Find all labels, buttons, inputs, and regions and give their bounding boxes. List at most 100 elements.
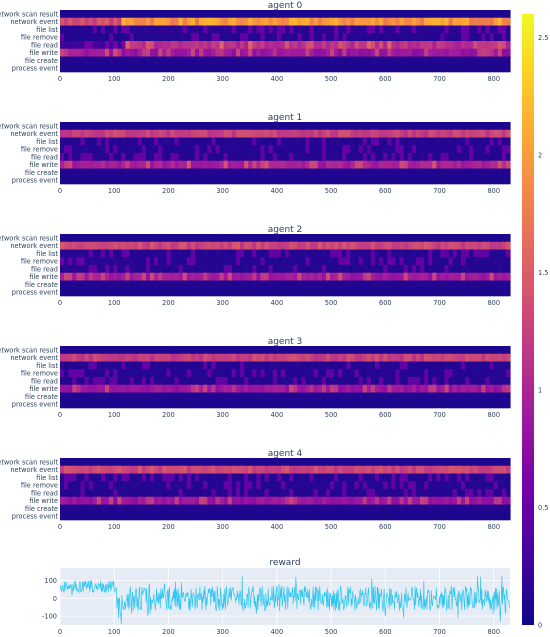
heatmap-cell — [162, 257, 167, 266]
heatmap-cell — [199, 48, 204, 57]
heatmap-cell — [162, 369, 167, 378]
heatmap-cell — [289, 64, 294, 73]
heatmap-cell — [334, 25, 339, 34]
heatmap-title: agent 3 — [268, 337, 303, 347]
heatmap-cell — [465, 384, 470, 393]
heatmap-cell — [436, 241, 442, 250]
heatmap-cell — [190, 25, 196, 34]
heatmap-cell — [109, 48, 114, 57]
heatmap-cell — [285, 384, 290, 393]
heatmap-cell — [399, 496, 405, 505]
heatmap-cell — [252, 145, 257, 154]
heatmap-cell — [350, 234, 356, 243]
heatmap-cell — [105, 496, 110, 505]
heatmap-cell — [248, 400, 253, 409]
heatmap-cell — [268, 137, 274, 146]
heatmap-cell — [411, 129, 417, 138]
heatmap-cell — [121, 122, 127, 131]
heatmap-cell — [305, 17, 311, 26]
heatmap-cell — [60, 56, 65, 65]
heatmap-cell — [264, 129, 270, 138]
heatmap-cell — [297, 160, 302, 169]
heatmap-cell — [240, 458, 245, 467]
heatmap-cell — [297, 168, 302, 177]
heatmap-cell — [174, 122, 180, 131]
heatmap-cell — [154, 160, 159, 169]
heatmap-cell — [489, 33, 495, 42]
heatmap-cell — [424, 280, 429, 289]
heatmap-cell — [248, 272, 253, 281]
heatmap-cell — [505, 17, 511, 26]
heatmap-cell — [379, 137, 384, 146]
heatmap-cell — [248, 48, 253, 57]
heatmap-cell — [64, 25, 69, 34]
heatmap-cell — [395, 64, 401, 73]
heatmap-cell — [411, 234, 417, 243]
heatmap-cell — [411, 41, 417, 50]
heatmap-cell — [436, 280, 442, 289]
heatmap-cell — [375, 512, 380, 521]
heatmap-cell — [456, 265, 462, 274]
heatmap-cell — [460, 384, 466, 393]
heatmap-cell — [407, 25, 413, 34]
heatmap-cell — [60, 272, 65, 281]
heatmap-cell — [182, 280, 188, 289]
heatmap-cell — [141, 129, 147, 138]
heatmap-cell — [415, 458, 421, 467]
heatmap-cell — [485, 25, 491, 34]
heatmap-cell — [182, 145, 188, 154]
heatmap-cell — [477, 176, 482, 185]
heatmap-cell — [158, 353, 163, 362]
heatmap-cell — [321, 145, 327, 154]
heatmap-cell — [92, 129, 98, 138]
heatmap-cell — [195, 176, 200, 185]
heatmap-cell — [448, 288, 454, 297]
heatmap-cell — [411, 288, 417, 297]
heatmap-cell — [145, 384, 151, 393]
heatmap-cell — [469, 512, 474, 521]
heatmap-cell — [182, 465, 188, 474]
heatmap-cell — [366, 41, 372, 50]
heatmap-cell — [293, 496, 298, 505]
heatmap-cell — [105, 504, 110, 513]
heatmap-cell — [370, 369, 376, 378]
heatmap-cell — [203, 400, 208, 409]
heatmap-cell — [313, 241, 319, 250]
heatmap-cell — [60, 361, 65, 370]
heatmap-cell — [342, 10, 347, 19]
heatmap-cell — [125, 465, 131, 474]
heatmap-cell — [72, 392, 77, 401]
heatmap-cell — [285, 392, 290, 401]
heatmap-cell — [92, 122, 98, 131]
heatmap-cell — [444, 25, 450, 34]
heatmap-cell — [407, 10, 413, 19]
heatmap-cell — [497, 473, 503, 482]
heatmap-cell — [330, 272, 335, 281]
heatmap-cell — [105, 489, 110, 498]
heatmap-cell — [456, 512, 462, 521]
heatmap-cell — [105, 369, 110, 378]
heatmap-cell — [219, 353, 225, 362]
heatmap-cell — [207, 56, 212, 65]
heatmap-cell — [493, 168, 499, 177]
heatmap-cell — [260, 272, 266, 281]
heatmap-cell — [84, 56, 90, 65]
heatmap-cell — [215, 241, 221, 250]
heatmap-cell — [145, 137, 151, 146]
heatmap-cell — [383, 129, 388, 138]
heatmap-cell — [399, 48, 405, 57]
heatmap-cell — [137, 346, 143, 355]
heatmap-cell — [293, 257, 298, 266]
heatmap-cell — [215, 512, 221, 521]
heatmap-cell — [325, 41, 331, 50]
heatmap-cell — [264, 56, 270, 65]
heatmap-cell — [501, 41, 507, 50]
heatmap-cell — [186, 145, 192, 154]
heatmap-cell — [505, 458, 511, 467]
heatmap-cell — [293, 465, 298, 474]
heatmap-cell — [305, 234, 311, 243]
heatmap-cell — [182, 17, 188, 26]
heatmap-cell — [264, 504, 270, 513]
heatmap-cell — [342, 346, 347, 355]
heatmap-cell — [256, 153, 262, 162]
